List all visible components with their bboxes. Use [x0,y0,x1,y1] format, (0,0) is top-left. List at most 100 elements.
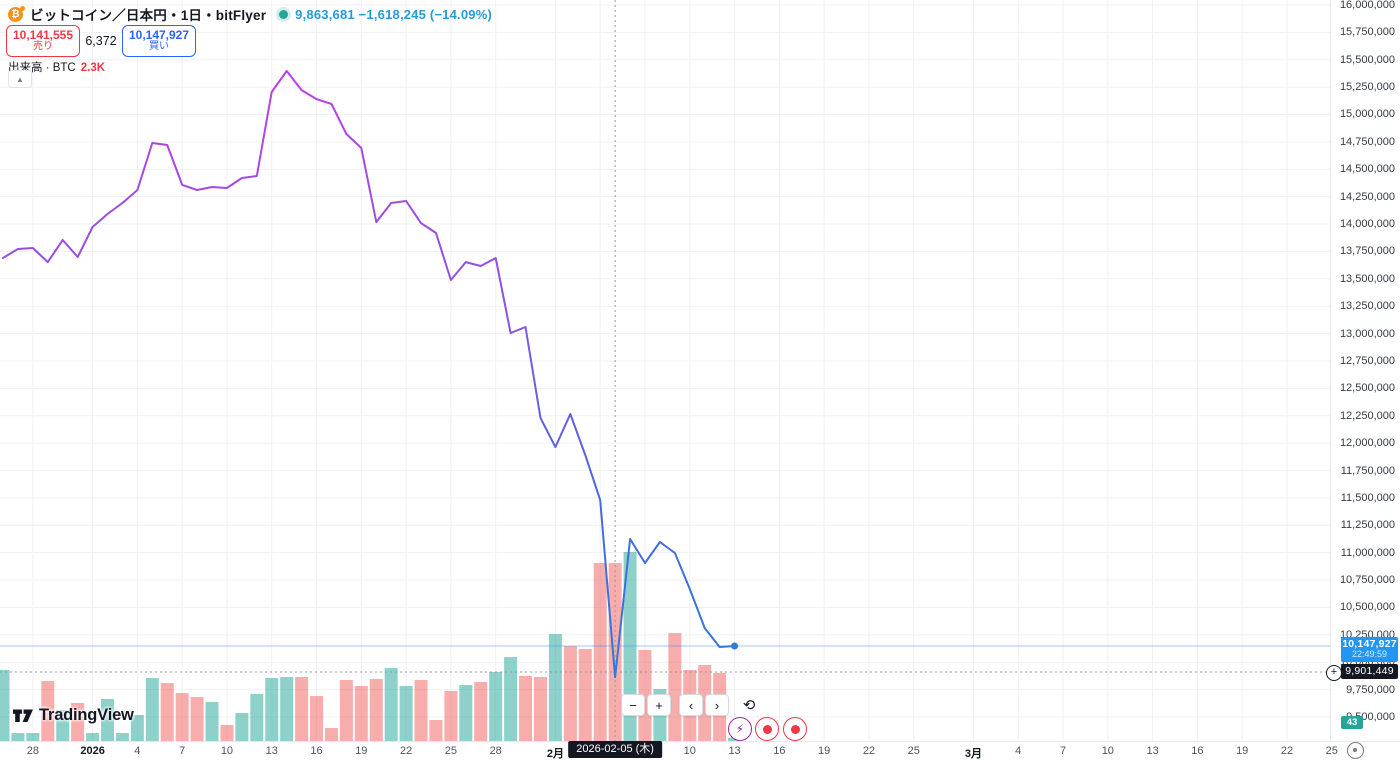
volume-bar [115,733,129,741]
time-tick-label: 13 [265,745,278,757]
price-tick-label: 12,750,000 [1339,354,1395,367]
volume-bar [459,685,473,741]
price-tick-label: 11,000,000 [1340,546,1395,559]
time-tick-label: 16 [1191,745,1204,757]
time-tick-label: 16 [773,745,786,757]
crosshair-date-label: 2026-02-05 (木) [568,741,662,758]
quote-change-text: 9,863,681 −1,618,245 (−14.09%) [295,6,492,22]
record-marker-icon-1[interactable] [755,717,779,741]
price-tick-label: 15,000,000 [1339,108,1395,121]
time-tick-label: 25 [907,745,920,757]
grid [0,0,1330,741]
price-tick-label: 12,250,000 [1339,409,1395,422]
volume-bar [414,680,428,741]
price-tick-label: 11,500,000 [1340,491,1395,504]
volume-bar [429,720,443,741]
time-tick-label: 19 [1236,745,1249,757]
volume-bar [56,710,70,741]
price-tick-label: 15,750,000 [1339,26,1395,39]
price-tick-label: 11,250,000 [1340,519,1395,532]
price-tick-label: 13,750,000 [1339,245,1395,258]
time-tick-label: 25 [1325,745,1338,757]
volume-bar [533,676,547,741]
last-price-dot [731,642,739,650]
volume-bar [593,562,607,741]
volume-bar [698,664,712,741]
volume-bar [578,648,592,741]
volume-bar [160,683,174,741]
scroll-right-button[interactable]: › [705,694,729,716]
sell-price: 10,141,555 [12,28,74,43]
collapse-legend-button[interactable]: ▲ [8,70,32,88]
price-tick-label: 11,750,000 [1340,464,1395,477]
price-axis[interactable]: 16,000,000 15,750,000 15,500,000 15,250,000… [1330,0,1400,741]
bar-countdown: 22:49:59 [1351,649,1388,659]
volume-bar [638,649,652,741]
volume-bar [339,680,353,741]
volume-bar [190,697,204,741]
time-axis[interactable]: 28 2026 4 7 10 13 16 19 22 25 28 2月 4 7 10 13 16 19 22 25 3月… [0,741,1400,760]
volume-bar [623,551,637,741]
symbol-title[interactable]: ビットコイン／日本円・1日・bitFlyer [30,8,267,23]
time-tick-label: 22 [862,745,876,757]
time-tick-label: 16 [310,745,323,757]
volume-bar [474,682,488,741]
sell-button[interactable]: 10,141,555 売り [6,25,80,57]
time-tick-label: 28 [26,745,39,757]
market-open-dot-icon [279,9,289,19]
volume-bar [295,676,309,741]
price-tick-label: 14,500,000 [1339,163,1395,176]
chart-nav-bar: − + ‹ › ⟲ [621,694,761,716]
volume-bar [354,685,368,741]
time-tick-label: 10 [683,745,696,757]
volume-bar [175,693,189,741]
volume-bar [0,670,10,741]
volume-bar [26,733,40,741]
reset-chart-button[interactable]: ⟲ [737,694,761,716]
time-tick-label: 2月 [546,748,564,760]
price-tick-label: 13,500,000 [1339,272,1395,285]
volume-bar [504,657,518,741]
instant-order-lightning-icon[interactable]: ⚡ [728,717,752,741]
scroll-left-button[interactable]: ‹ [679,694,703,716]
last-price-label: 10,147,927 22:49:59 [1341,637,1398,662]
price-tick-label: 13,250,000 [1339,300,1395,313]
volume-bar [384,668,398,741]
volume-bar [250,694,264,741]
price-chart[interactable] [0,0,1330,741]
volume-bar [145,677,159,741]
time-tick-label: 25 [444,745,458,757]
volume-bar [86,733,100,741]
volume-bar [130,714,144,741]
order-panel: 10,141,555 売り 6,372 10,147,927 買い [6,25,196,57]
record-marker-icon-2[interactable] [783,717,807,741]
time-tick-label: 22 [399,745,413,757]
volume-bar [489,672,503,741]
buy-button[interactable]: 10,147,927 買い [122,25,196,57]
price-tick-label: 12,000,000 [1339,437,1395,450]
tradingview-logo[interactable]: TradingView [13,706,134,725]
price-tick-label: 13,000,000 [1339,327,1395,340]
price-tick-label: 14,750,000 [1339,135,1395,148]
volume-bar [101,698,115,741]
volume-bar [280,676,294,741]
zoom-in-button[interactable]: + [647,694,671,716]
volume-bar [548,634,562,741]
tradingview-glyph-icon [13,709,33,722]
time-tick-label: 22 [1280,745,1294,757]
time-tick-label: 2026 [80,745,105,757]
buy-label: 買い [149,41,169,53]
volume-bar [668,633,682,741]
time-tick-label: 28 [489,745,502,757]
add-alert-plus-icon[interactable]: + [1326,665,1342,681]
volume-bar [71,702,85,741]
zoom-out-button[interactable]: − [621,694,645,716]
volume-bars [0,551,742,741]
crosshair-price-label: 9,901,449 [1341,664,1398,679]
go-to-realtime-icon[interactable] [1347,742,1364,759]
time-tick-label: 4 [134,745,141,757]
tradingview-wordmark: TradingView [39,706,134,724]
last-price-value: 10,147,927 [1342,638,1397,650]
price-tick-label: 14,250,000 [1339,190,1395,203]
time-tick-label: 13 [1146,745,1159,757]
